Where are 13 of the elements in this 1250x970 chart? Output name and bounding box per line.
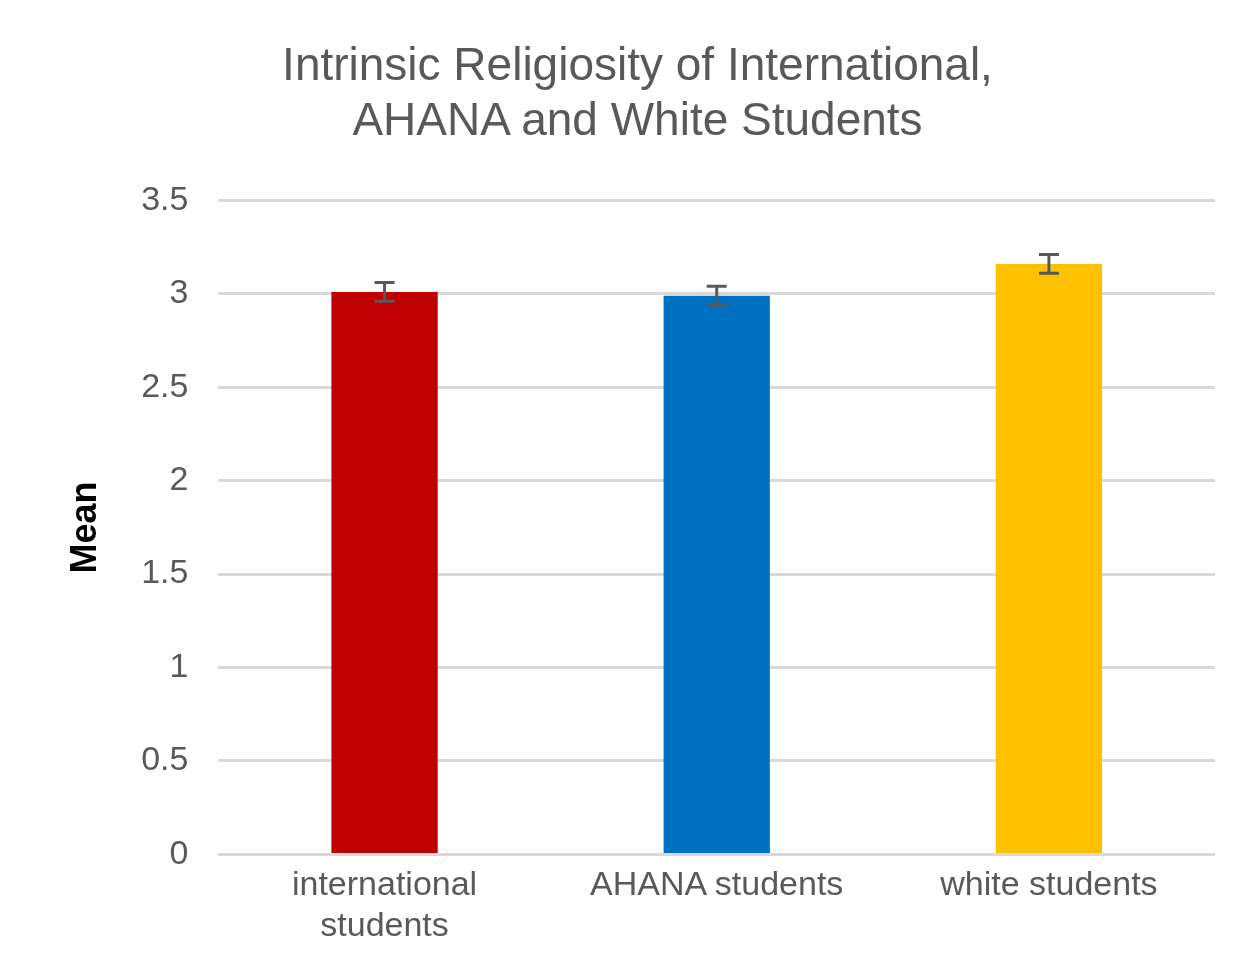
y-tick-label: 1.5 xyxy=(141,552,189,591)
y-tick-label: 2 xyxy=(169,459,189,498)
chart-title: Intrinsic Religiosity of International, AHANA and White Students xyxy=(282,38,993,146)
y-tick-label: 3.5 xyxy=(141,178,189,217)
y-tick-label: 3 xyxy=(169,272,189,311)
y-tick-label: 1 xyxy=(169,645,189,684)
y-tick-label: 2.5 xyxy=(141,365,189,404)
x-tick-label: international students xyxy=(291,864,478,943)
y-tick-label: 0.5 xyxy=(141,739,189,778)
y-tick-label: 0 xyxy=(169,832,189,871)
x-tick-label: white students xyxy=(939,864,1158,903)
x-tick-label: AHANA students xyxy=(590,864,844,903)
y-axis-title: Mean xyxy=(62,481,104,574)
